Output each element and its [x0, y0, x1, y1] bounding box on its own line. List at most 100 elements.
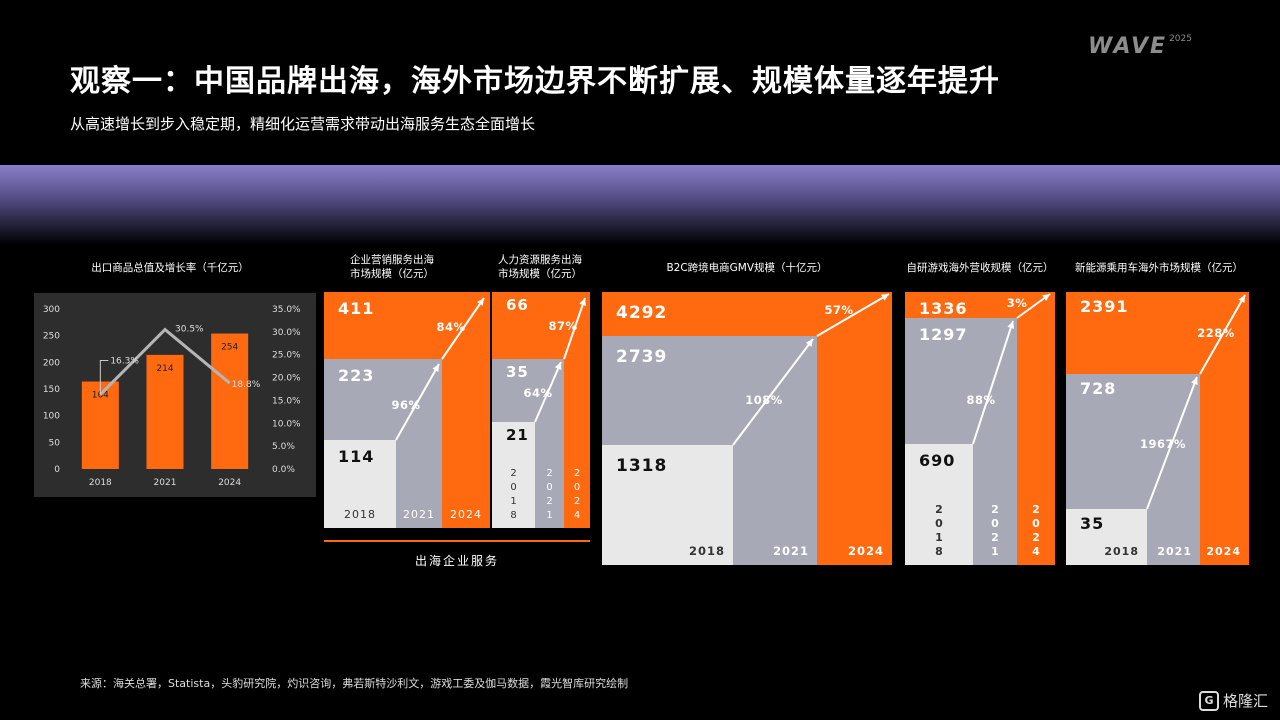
- y2-axis-tick-label: 35.0%: [272, 305, 301, 315]
- year-label-2018: 2018: [1104, 545, 1139, 558]
- hr-panel: 21 35 66 64% 87% 2 0 1 8 2 0 2 1 2 0 2 4: [492, 292, 590, 528]
- growth-label: 84%: [436, 320, 465, 334]
- gradient-band: [0, 165, 1280, 245]
- value-label-2024: 4292: [616, 303, 667, 323]
- growth-arrow-head: [1191, 377, 1198, 385]
- games-chart-svg: 690 1297 1336 88% 3% 2 0 1 8 2 0 2 1 2 0 2 4: [905, 292, 1055, 565]
- value-label-2018: 114: [338, 447, 374, 466]
- year-label-2024: 2024: [1206, 545, 1241, 558]
- year-label-2021: 2021: [1157, 545, 1192, 558]
- growth-label: 57%: [824, 303, 853, 317]
- bracket-line: [324, 540, 590, 542]
- logo-year: 2025: [1169, 34, 1192, 44]
- ev-panel: 35 728 2391 1967% 228% 2018 2021 2024: [1066, 292, 1249, 565]
- growth-arrow-line: [441, 297, 485, 360]
- y2-axis-tick-label: 30.0%: [272, 328, 301, 338]
- growth-arrow-head: [477, 298, 484, 306]
- bracket-label: 出海企业服务: [414, 554, 499, 568]
- y2-axis-tick-label: 15.0%: [272, 396, 301, 406]
- y-axis-tick-label: 200: [43, 358, 60, 368]
- bar-value-label: 164: [92, 391, 109, 401]
- exports-bar-chart: 0 50 100 150 200 250 300 0.0% 5.0% 10.0% 15.0% 20.0…: [34, 293, 316, 497]
- ev-chart-title: 新能源乘用车海外市场规模（亿元）: [1075, 262, 1243, 274]
- b2c-chart-title: B2C跨境电商GMV规模（十亿元）: [666, 262, 828, 274]
- bar-value-label: 214: [156, 364, 173, 374]
- year-label-2018: 2018: [344, 508, 376, 521]
- growth-label: 108%: [745, 393, 783, 407]
- x-axis-tick-label: 2024: [218, 478, 241, 488]
- y-axis-tick-label: 150: [43, 385, 60, 395]
- line-data-label: 16.3%: [110, 356, 139, 366]
- y2-axis-tick-label: 0.0%: [272, 465, 295, 475]
- growth-arrow-head: [432, 364, 439, 372]
- value-label-2021: 223: [338, 366, 374, 385]
- value-label-2021: 1297: [919, 325, 968, 344]
- bar-2024: [211, 333, 249, 469]
- exports-chart-title: 出口商品总值及增长率（千亿元）: [91, 262, 249, 274]
- value-label-2018: 35: [1080, 514, 1104, 533]
- y-axis-tick-label: 100: [43, 412, 60, 422]
- growth-arrow-line: [972, 320, 1014, 445]
- value-label-2018: 1318: [616, 456, 667, 476]
- area-2018: [602, 445, 733, 565]
- y2-axis-tick-label: 5.0%: [272, 442, 295, 452]
- value-label-2024: 411: [338, 299, 374, 318]
- y-axis-tick-label: 300: [43, 305, 60, 315]
- value-label-2018: 690: [919, 451, 955, 470]
- value-label-2021: 35: [506, 363, 529, 381]
- wave-logo: WAVE 2025: [1088, 34, 1192, 59]
- page-subtitle: 从高速增长到步入稳定期，精细化运营需求带动出海服务生态全面增长: [70, 115, 536, 133]
- growth-arrow-head: [805, 339, 813, 347]
- watermark-icon: G: [1198, 690, 1219, 711]
- marketing-panel: 114 223 411 96% 84% 2018 2021 2024: [324, 292, 490, 528]
- area-2018: [324, 440, 396, 528]
- value-label-2024: 2391: [1080, 297, 1129, 316]
- hr-chart-svg: 21 35 66 64% 87% 2 0 1 8 2 0 2 1 2 0 2 4: [492, 292, 590, 528]
- year-label-2018: 2018: [689, 544, 725, 558]
- growth-arrow-line: [395, 363, 440, 441]
- growth-label: 3%: [1007, 296, 1028, 310]
- marketing-chart-title: 企业营销服务出海 市场规模（亿元）: [350, 254, 434, 280]
- b2c-chart-svg: 1318 2739 4292 108% 57% 2018 2021 2024: [602, 292, 892, 565]
- growth-arrow-head: [1007, 321, 1015, 329]
- growth-label: 228%: [1197, 326, 1235, 340]
- growth-arrow-line: [534, 361, 562, 423]
- year-label-2024: 2024: [450, 508, 482, 521]
- growth-rate-line: [99, 327, 231, 396]
- ev-chart-svg: 35 728 2391 1967% 228% 2018 2021 2024: [1066, 292, 1249, 565]
- growth-label: 64%: [523, 386, 552, 400]
- area-2018: [1066, 509, 1147, 565]
- year-label-2024: 2024: [848, 544, 884, 558]
- year-label-2021: 2021: [403, 508, 435, 521]
- source-note: 来源：海关总署，Statista，头豹研究院，灼识咨询，弗若斯特沙利文，游戏工委…: [80, 677, 629, 690]
- growth-arrow-line: [816, 293, 890, 337]
- value-label-2024: 1336: [919, 299, 968, 318]
- games-panel: 690 1297 1336 88% 3% 2 0 1 8 2 0 2 1 2 0 2 4: [905, 292, 1055, 565]
- growth-arrow-head: [881, 294, 889, 301]
- growth-label: 87%: [548, 319, 577, 333]
- line-label-leader: [99, 359, 109, 395]
- games-chart-title: 自研游戏海外营收规模（亿元）: [906, 262, 1054, 274]
- bar-2018: [81, 381, 119, 469]
- line-data-label: 18.8%: [232, 380, 261, 390]
- growth-label: 96%: [391, 398, 420, 412]
- watermark-text: 格隆汇: [1222, 692, 1268, 710]
- value-label-2021: 728: [1080, 379, 1116, 398]
- y-axis-tick-label: 0: [54, 465, 60, 475]
- growth-label: 88%: [966, 393, 995, 407]
- area-2018: [492, 422, 535, 528]
- value-label-2021: 2739: [616, 347, 667, 367]
- bar-value-label: 254: [221, 343, 238, 353]
- marketing-chart-svg: 114 223 411 96% 84% 2018 2021 2024: [324, 292, 490, 528]
- growth-arrow-line: [1199, 294, 1246, 375]
- growth-arrow-line: [732, 338, 814, 446]
- logo-word: WAVE: [1088, 34, 1168, 59]
- growth-arrow-head: [1238, 295, 1245, 303]
- y2-axis-tick-label: 10.0%: [272, 419, 301, 429]
- x-axis-tick-label: 2021: [154, 478, 177, 488]
